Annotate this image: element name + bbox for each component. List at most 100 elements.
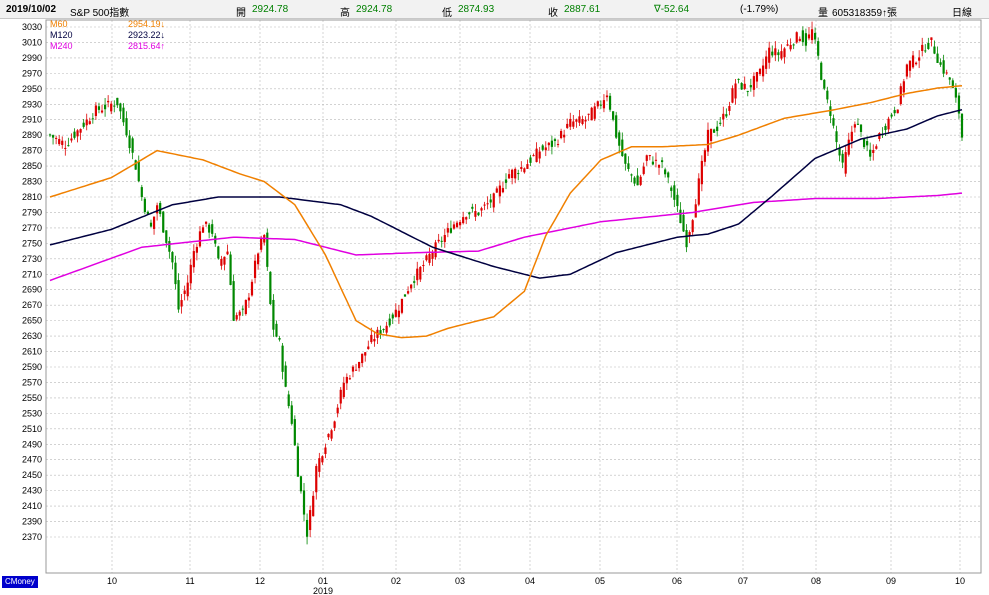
candle: [783, 47, 786, 64]
candle-body: [122, 107, 125, 123]
candle: [605, 90, 609, 102]
candle: [253, 254, 257, 284]
candle-body: [195, 246, 198, 253]
volume-label: 量: [818, 8, 828, 19]
candle-body: [841, 153, 844, 163]
candle: [703, 148, 707, 167]
candle-body: [315, 466, 318, 493]
candle: [556, 139, 560, 148]
candle: [758, 67, 762, 76]
candle: [183, 285, 186, 301]
candle-body: [183, 290, 186, 294]
candle: [914, 61, 918, 66]
candle-body: [648, 155, 651, 157]
candle: [195, 243, 198, 261]
y-tick-label: 2650: [22, 316, 42, 326]
candle: [780, 44, 783, 61]
candle-body: [878, 133, 881, 139]
candle-body: [293, 419, 296, 446]
candle-body: [489, 199, 492, 203]
candle-body: [391, 314, 394, 319]
candle-body: [719, 122, 722, 124]
candle-body: [795, 32, 798, 43]
candle-body: [58, 139, 61, 145]
candle-body: [492, 193, 495, 208]
candle-body: [786, 44, 789, 46]
candle: [514, 167, 517, 184]
y-tick-label: 2910: [22, 115, 42, 125]
candle: [290, 400, 293, 426]
candle: [587, 113, 590, 121]
candle: [382, 328, 385, 333]
candle: [538, 147, 541, 164]
candle: [107, 95, 110, 108]
candle: [67, 137, 70, 147]
y-tick-label: 2790: [22, 207, 42, 217]
candle-body: [327, 433, 330, 438]
candle: [296, 442, 299, 477]
candle: [798, 36, 801, 42]
candle: [211, 219, 214, 237]
candle: [697, 173, 700, 207]
candle: [804, 28, 808, 52]
candle-body: [765, 56, 768, 69]
candle: [58, 135, 61, 146]
candle: [911, 51, 915, 69]
candle: [345, 373, 348, 390]
candle: [599, 100, 602, 109]
candle: [339, 387, 342, 410]
candle-body: [550, 140, 554, 147]
candle: [908, 60, 912, 78]
candle-body: [97, 106, 101, 110]
candle-body: [709, 128, 713, 141]
candle-body: [838, 147, 841, 156]
candle-body: [437, 239, 440, 242]
candle: [761, 58, 765, 82]
candle: [612, 111, 615, 122]
candle: [342, 376, 345, 400]
candle: [446, 222, 449, 238]
x-tick-label: 06: [672, 576, 682, 586]
candle-body: [281, 345, 284, 372]
candle: [100, 104, 104, 114]
candle-body: [532, 155, 535, 157]
candle: [856, 118, 860, 125]
candle-body: [501, 188, 505, 193]
candle: [171, 251, 174, 270]
candle: [76, 129, 79, 143]
close-value: 2887.61: [564, 4, 601, 15]
candle-body: [134, 160, 137, 170]
candle: [504, 173, 508, 190]
plot-frame: [45, 19, 982, 574]
candle: [706, 122, 710, 157]
quote-date: 2019/10/02: [6, 4, 57, 15]
candle: [535, 142, 538, 163]
candle: [749, 78, 752, 92]
candle-body: [633, 177, 636, 184]
candle: [872, 144, 875, 161]
candle-body: [835, 131, 838, 143]
candle-body: [615, 115, 618, 138]
candle-body: [559, 130, 563, 139]
candle-body: [452, 224, 456, 229]
candle-body: [204, 221, 208, 224]
candle: [220, 255, 223, 270]
candle: [312, 491, 315, 517]
candle-body: [578, 116, 581, 123]
candle-body: [927, 42, 930, 49]
candle: [189, 259, 192, 290]
candle-body: [814, 32, 817, 40]
candle-body: [440, 240, 443, 242]
y-tick-label: 2710: [22, 269, 42, 279]
y-tick-label: 2890: [22, 130, 42, 140]
candle-body: [676, 194, 679, 207]
candle-body: [465, 217, 468, 220]
candle: [817, 37, 820, 60]
candle-body: [64, 147, 67, 149]
candle: [636, 168, 639, 186]
candle-body: [902, 81, 905, 93]
candle: [88, 117, 91, 125]
candle: [716, 120, 719, 137]
candle-body: [324, 447, 327, 454]
candle: [152, 216, 156, 235]
